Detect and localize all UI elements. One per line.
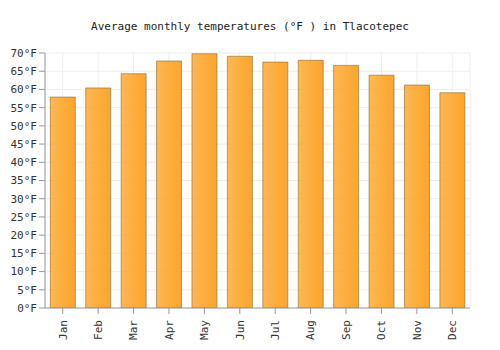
html-text:Average monthly temperatures (: Average monthly temperatures (°F ) in Tl…	[91, 20, 409, 33]
svg-text:55°F: 55°F	[11, 102, 38, 115]
svg-text:Sep: Sep	[340, 320, 353, 340]
svg-text:60°F: 60°F	[11, 83, 38, 96]
svg-text:Aug: Aug	[304, 320, 317, 340]
svg-text:65°F: 65°F	[11, 65, 38, 78]
svg-text:40°F: 40°F	[11, 156, 38, 169]
svg-text:Jan: Jan	[57, 320, 70, 340]
svg-text:5°F: 5°F	[17, 284, 37, 297]
svg-text:10°F: 10°F	[11, 265, 38, 278]
svg-text:Jun: Jun	[234, 320, 247, 340]
svg-text:35°F: 35°F	[11, 174, 38, 187]
svg-text:0°F: 0°F	[17, 302, 37, 315]
svg-text:Dec: Dec	[446, 320, 459, 340]
svg-text:Jul: Jul	[269, 320, 282, 340]
svg-text:Apr: Apr	[163, 320, 176, 340]
svg-text:70°F: 70°F	[11, 47, 38, 60]
svg-text:20°F: 20°F	[11, 229, 38, 242]
svg-text:25°F: 25°F	[11, 211, 38, 224]
svg-text:Mar: Mar	[127, 320, 140, 340]
svg-text:Oct: Oct	[375, 320, 388, 340]
svg-text:30°F: 30°F	[11, 193, 38, 206]
svg-text:50°F: 50°F	[11, 120, 38, 133]
svg-text:15°F: 15°F	[11, 247, 38, 260]
svg-text:May: May	[198, 320, 211, 340]
svg-text:Feb: Feb	[92, 320, 105, 340]
svg-text:Nov: Nov	[411, 320, 424, 340]
svg-text:45°F: 45°F	[11, 138, 38, 151]
